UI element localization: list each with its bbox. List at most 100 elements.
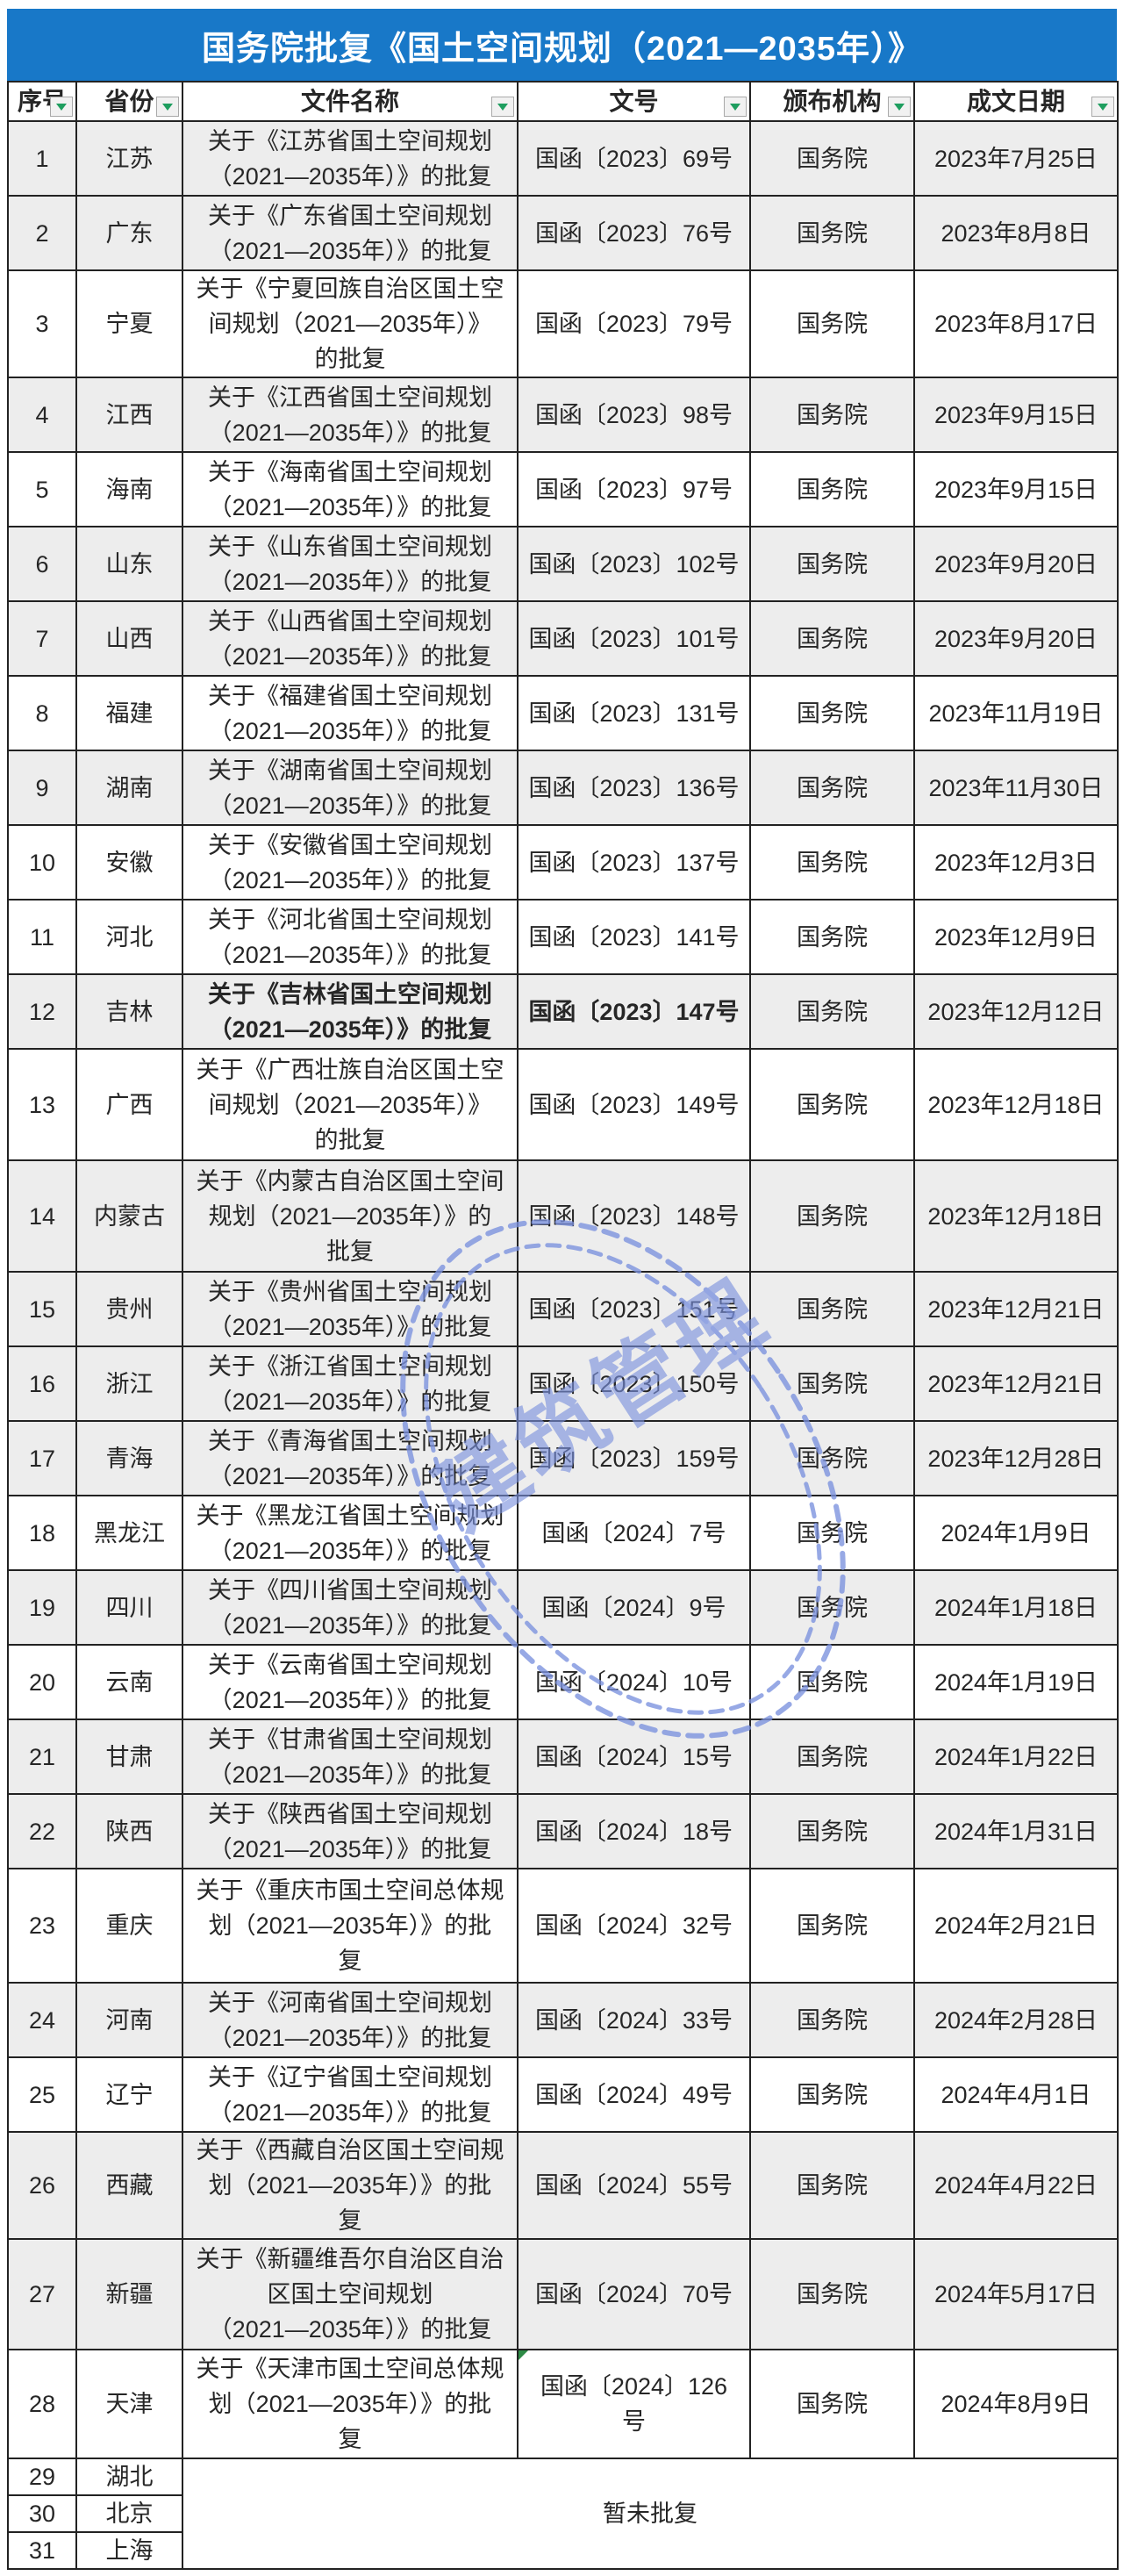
cell-no: 22 (7, 1793, 77, 1869)
cell-date: 2023年8月17日 (913, 269, 1119, 378)
cell-doc-no: 国函〔2023〕97号 (517, 451, 751, 527)
table-row: 25 辽宁 关于《辽宁省国土空间规划 （2021—2035年）》的批复 国函〔2024… (7, 2056, 1119, 2133)
table-row: 2 广东 关于《广东省国土空间规划 （2021—2035年）》的批复 国函〔2023〕… (7, 195, 1119, 271)
filter-dropdown-icon[interactable] (1091, 97, 1114, 117)
cell-no: 26 (7, 2131, 77, 2240)
cell-date: 2023年12月3日 (913, 824, 1119, 901)
cell-agency: 国务院 (749, 2349, 915, 2459)
cell-doc-name: 关于《四川省国土空间规划 （2021—2035年）》的批复 (182, 1569, 519, 1646)
cell-doc-no: 国函〔2023〕151号 (517, 1271, 751, 1347)
cell-doc-name: 关于《山东省国土空间规划 （2021—2035年）》的批复 (182, 526, 519, 602)
cell-doc-no: 国函〔2023〕137号 (517, 824, 751, 901)
approval-table: 序号 省份 文件名称 文号 颁布机构 成文日期 1 江苏 关于《江苏省国土空间规划 … (7, 81, 1119, 2570)
cell-agency: 国务院 (749, 1159, 915, 1273)
table-row: 4 江西 关于《江西省国土空间规划 （2021—2035年）》的批复 国函〔2023〕… (7, 377, 1119, 453)
cell-agency: 国务院 (749, 1793, 915, 1869)
cell-agency: 国务院 (749, 2238, 915, 2350)
table-row: 11 河北 关于《河北省国土空间规划 （2021—2035年）》的批复 国函〔2023… (7, 899, 1119, 975)
cell-province: 青海 (75, 1420, 183, 1496)
filter-dropdown-icon[interactable] (888, 97, 911, 117)
col-header-doc-no: 文号 (517, 81, 751, 122)
cell-doc-name: 关于《黑龙江省国土空间规划 （2021—2035年）》的批复 (182, 1495, 519, 1571)
table-row: 15 贵州 关于《贵州省国土空间规划 （2021—2035年）》的批复 国函〔2023… (7, 1271, 1119, 1347)
table-row: 6 山东 关于《山东省国土空间规划 （2021—2035年）》的批复 国函〔2023〕… (7, 526, 1119, 602)
table-row: 28 天津 关于《天津市国土空间总体规 划（2021—2035年）》的批 复国函〔2… (7, 2349, 1119, 2459)
table-row: 23 重庆 关于《重庆市国土空间总体规 划（2021—2035年）》的批 复国函〔2… (7, 1868, 1119, 1984)
cell-province: 北京 (75, 2494, 183, 2533)
cell-agency: 国务院 (749, 2131, 915, 2240)
cell-doc-no: 国函〔2023〕149号 (517, 1048, 751, 1161)
filter-dropdown-icon[interactable] (50, 97, 73, 117)
cell-agency: 国务院 (749, 1719, 915, 1795)
col-header-date: 成文日期 (913, 81, 1119, 122)
cell-agency: 国务院 (749, 1982, 915, 2058)
cell-province: 甘肃 (75, 1719, 183, 1795)
table-row: 31 上海 (7, 2531, 1118, 2570)
approval-table-body: 1 江苏 关于《江苏省国土空间规划 （2021—2035年）》的批复 国函〔2023〕… (7, 120, 1119, 2570)
cell-doc-no: 国函〔2023〕101号 (517, 600, 751, 677)
cell-province: 重庆 (75, 1868, 183, 1984)
cell-doc-no: 国函〔2023〕141号 (517, 899, 751, 975)
cell-no: 5 (7, 451, 77, 527)
cell-province: 海南 (75, 451, 183, 527)
cell-doc-no: 国函〔2024〕33号 (517, 1982, 751, 2058)
cell-no: 28 (7, 2349, 77, 2459)
table-row: 17 青海 关于《青海省国土空间规划 （2021—2035年）》的批复 国函〔2023… (7, 1420, 1119, 1496)
cell-doc-name: 关于《广西壮族自治区国土空 间规划（2021—2035年）》 的批复 (182, 1048, 519, 1161)
cell-no: 12 (7, 973, 77, 1050)
col-header-label: 文号 (609, 87, 659, 115)
cell-doc-no: 国函〔2023〕69号 (517, 120, 751, 197)
cell-agency: 国务院 (749, 824, 915, 901)
filter-dropdown-icon[interactable] (491, 97, 514, 117)
cell-province: 上海 (75, 2531, 183, 2570)
cell-doc-name: 关于《广东省国土空间规划 （2021—2035年）》的批复 (182, 195, 519, 271)
cell-date: 2023年9月15日 (913, 451, 1119, 527)
col-header-agency: 颁布机构 (749, 81, 915, 122)
cell-no: 2 (7, 195, 77, 271)
cell-doc-no: 国函〔2024〕49号 (517, 2056, 751, 2133)
cell-doc-no: 国函〔2024〕55号 (517, 2131, 751, 2240)
cell-doc-no: 国函〔2023〕76号 (517, 195, 751, 271)
table-row: 12 吉林 关于《吉林省国土空间规划 （2021—2035年）》的批复 国函〔2023… (7, 973, 1119, 1050)
table-row: 1 江苏 关于《江苏省国土空间规划 （2021—2035年）》的批复 国函〔2023〕… (7, 120, 1119, 197)
cell-province: 江西 (75, 377, 183, 453)
cell-agency: 国务院 (749, 120, 915, 197)
cell-no: 30 (7, 2494, 77, 2533)
cell-doc-name: 关于《新疆维吾尔自治区自治 区国土空间规划 （2021—2035年）》的批复 (182, 2238, 519, 2350)
cell-agency: 国务院 (749, 377, 915, 453)
cell-doc-no: 国函〔2023〕79号 (517, 269, 751, 378)
cell-doc-name: 关于《河北省国土空间规划 （2021—2035年）》的批复 (182, 899, 519, 975)
table-row: 9 湖南 关于《湖南省国土空间规划 （2021—2035年）》的批复 国函〔2023〕… (7, 750, 1119, 826)
table-row: 18 黑龙江 关于《黑龙江省国土空间规划 （2021—2035年）》的批复 国函〔20… (7, 1495, 1119, 1571)
cell-agency: 国务院 (749, 1644, 915, 1720)
cell-agency: 国务院 (749, 1495, 915, 1571)
cell-doc-no: 国函〔2024〕32号 (517, 1868, 751, 1984)
cell-agency: 国务院 (749, 1271, 915, 1347)
col-header-province: 省份 (75, 81, 183, 122)
cell-date: 2023年11月30日 (913, 750, 1119, 826)
cell-agency: 国务院 (749, 750, 915, 826)
table-row: 16 浙江 关于《浙江省国土空间规划 （2021—2035年）》的批复 国函〔2023… (7, 1345, 1119, 1422)
cell-province: 湖南 (75, 750, 183, 826)
cell-no: 4 (7, 377, 77, 453)
cell-doc-name: 关于《重庆市国土空间总体规 划（2021—2035年）》的批 复 (182, 1868, 519, 1984)
cell-agency: 国务院 (749, 526, 915, 602)
cell-doc-no: 国函〔2024〕10号 (517, 1644, 751, 1720)
cell-province: 河北 (75, 899, 183, 975)
cell-doc-no: 国函〔2023〕159号 (517, 1420, 751, 1496)
filter-dropdown-icon[interactable] (724, 97, 747, 117)
cell-agency: 国务院 (749, 195, 915, 271)
pending-merged-cell: 暂未批复 (182, 2458, 1119, 2570)
cell-no: 6 (7, 526, 77, 602)
table-row: 30 北京 (7, 2494, 1118, 2533)
filter-dropdown-icon[interactable] (156, 97, 179, 117)
col-header-label: 文件名称 (300, 87, 399, 115)
cell-doc-name: 关于《海南省国土空间规划 （2021—2035年）》的批复 (182, 451, 519, 527)
cell-province: 山西 (75, 600, 183, 677)
cell-date: 2023年11月19日 (913, 675, 1119, 751)
cell-doc-name: 关于《内蒙古自治区国土空间 规划（2021—2035年）》的 批复 (182, 1159, 519, 1273)
cell-agency: 国务院 (749, 1048, 915, 1161)
cell-date: 2023年12月18日 (913, 1048, 1119, 1161)
cell-no: 21 (7, 1719, 77, 1795)
cell-no: 18 (7, 1495, 77, 1571)
